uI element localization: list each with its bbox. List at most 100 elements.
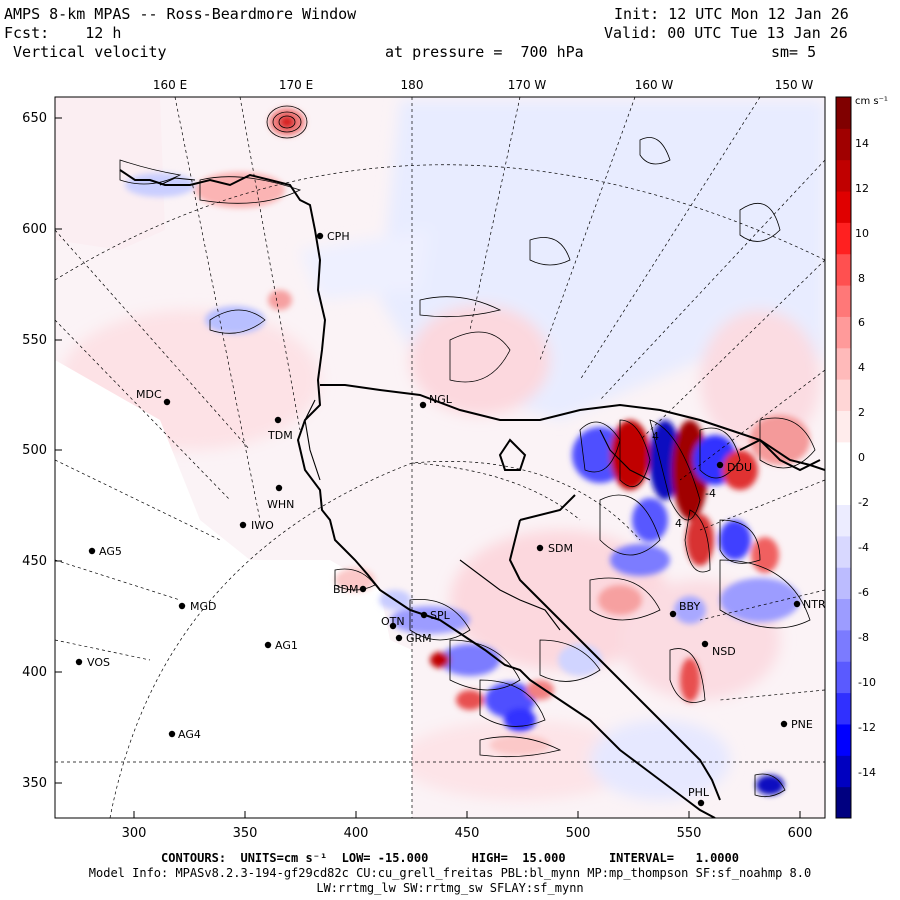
x-tick-label: 500: [566, 826, 591, 841]
colorbar-label: -12: [858, 721, 876, 734]
contour-label: 4: [675, 517, 682, 530]
x-tick-label: 400: [344, 826, 369, 841]
station-marker: AG5: [88, 545, 122, 558]
map-title: AMPS 8-km MPAS -- Ross-Beardmore Window: [4, 5, 357, 23]
lon-label: 160 W: [635, 78, 674, 92]
colorbar-swatch: [836, 253, 851, 286]
colorbar-swatch: [836, 567, 851, 600]
station-marker: GRM: [395, 632, 432, 645]
svg-text:VOS: VOS: [87, 656, 110, 669]
lon-label: 180: [401, 78, 424, 92]
colorbar-label: -6: [858, 586, 869, 599]
station-marker: BBY: [669, 600, 700, 618]
station-marker: AG4: [168, 728, 201, 741]
svg-text:NSD: NSD: [712, 645, 736, 658]
model-info-physics: LW:rrtmg_lw SW:rrtmg_sw SFLAY:sf_mynn: [316, 881, 584, 895]
colorbar-swatch: [836, 473, 851, 506]
smoothing: sm= 5: [771, 43, 817, 61]
colorbar-label: 6: [858, 316, 865, 329]
colorbar-label: -10: [858, 676, 876, 689]
svg-text:GRM: GRM: [406, 632, 432, 645]
colorbar-swatch: [836, 598, 851, 631]
station-marker: WHN: [267, 484, 294, 511]
station-marker: VOS: [75, 656, 110, 669]
station-marker: SDM: [536, 542, 573, 555]
model-info: Model Info: MPASv8.2.3-194-gf29cd82c CU:…: [88, 866, 812, 880]
svg-text:SPL: SPL: [430, 609, 451, 622]
coastline: [119, 169, 825, 818]
colorbar-swatch: [836, 535, 851, 568]
station-marker: PNE: [780, 718, 813, 731]
svg-text:OTN: OTN: [381, 615, 405, 628]
top-lon-labels: 160 E 170 E 180 170 W 160 W 150 W: [153, 78, 814, 92]
colorbar-swatch: [836, 379, 851, 411]
colorbar-label: -2: [858, 496, 869, 509]
colorbar-swatch: [836, 723, 851, 756]
colorbar-label: 0: [858, 451, 865, 464]
y-tick-label: 500: [22, 443, 47, 458]
lon-label: 170 E: [279, 78, 313, 92]
y-tick-label: 400: [22, 665, 47, 680]
map-field-area: 140 W 130 W 120 W 110 W 100 W 90 W 4 4 -…: [55, 97, 825, 818]
svg-text:MDC: MDC: [136, 388, 162, 401]
colorbar-swatch: [836, 316, 851, 349]
colorbar-label: -14: [858, 766, 876, 779]
colorbar: cm s⁻¹ 14 12 10 8 6 4 2 0 -2 -4 -6 -8 -1…: [835, 96, 888, 819]
colorbar-swatch: [836, 661, 851, 694]
station-marker: SPL: [420, 609, 451, 622]
svg-text:TDM: TDM: [267, 429, 293, 442]
svg-text:IWO: IWO: [251, 519, 274, 532]
svg-text:WHN: WHN: [267, 498, 294, 511]
colorbar-swatch: [836, 191, 851, 223]
colorbar-label: 4: [858, 361, 865, 374]
colorbar-swatch: [836, 786, 851, 819]
contour-label: 4: [652, 430, 659, 443]
svg-text:MGD: MGD: [190, 600, 217, 613]
station-marker: DDU: [716, 461, 752, 474]
station-marker: TDM: [267, 416, 293, 442]
station-marker: MDC: [136, 388, 171, 406]
lon-label: 160 E: [153, 78, 187, 92]
y-tick-label: 650: [22, 111, 47, 126]
left-axis: 650 600 550 500 450 400 350: [22, 111, 47, 791]
y-tick-label: 350: [22, 776, 47, 791]
x-tick-label: 600: [788, 826, 813, 841]
valid-time: Valid: 00 UTC Tue 13 Jan 26: [604, 24, 848, 42]
contour-info: CONTOURS: UNITS=cm s⁻¹ LOW= -15.000 HIGH…: [161, 851, 739, 865]
station-marker: BDM: [333, 583, 367, 596]
station-marker: CPH: [316, 230, 350, 243]
y-tick-label: 550: [22, 333, 47, 348]
lon-label: 150 W: [775, 78, 814, 92]
colorbar-label: -4: [858, 541, 869, 554]
y-tick-label: 600: [22, 222, 47, 237]
station-marker: PHL: [688, 786, 710, 807]
station-marker: IWO: [239, 519, 274, 532]
colorbar-swatch: [836, 347, 851, 380]
plot-frame: [54, 96, 826, 819]
svg-text:NTR: NTR: [803, 598, 826, 611]
station-marker: MGD: [178, 600, 217, 613]
station-marker: AG1: [264, 639, 298, 652]
svg-text:PNE: PNE: [791, 718, 813, 731]
colorbar-label: 12: [855, 182, 869, 195]
station-marker: OTN: [381, 615, 405, 630]
colorbar-swatch: [836, 159, 851, 192]
colorbar-label: 10: [855, 227, 869, 240]
init-time: Init: 12 UTC Mon 12 Jan 26: [614, 5, 849, 23]
svg-text:DDU: DDU: [727, 461, 752, 474]
bottom-axis: 300 350 400 450 500 550 600: [122, 826, 813, 841]
svg-text:BBY: BBY: [679, 600, 700, 613]
svg-text:PHL: PHL: [688, 786, 710, 799]
colorbar-units: cm s⁻¹: [855, 96, 888, 107]
colorbar-swatch: [836, 629, 851, 662]
svg-text:AG4: AG4: [178, 728, 201, 741]
lon-label: 170 W: [508, 78, 547, 92]
colorbar-swatch: [836, 222, 851, 255]
graticule: [55, 97, 825, 818]
svg-text:AG5: AG5: [99, 545, 122, 558]
colorbar-swatch: [836, 441, 851, 474]
contour-label: -4: [705, 487, 716, 500]
stations: CPH MDC NGL TDM WHN IWO AG5 SDM BDM MGD …: [75, 230, 826, 807]
colorbar-swatch: [836, 285, 851, 317]
